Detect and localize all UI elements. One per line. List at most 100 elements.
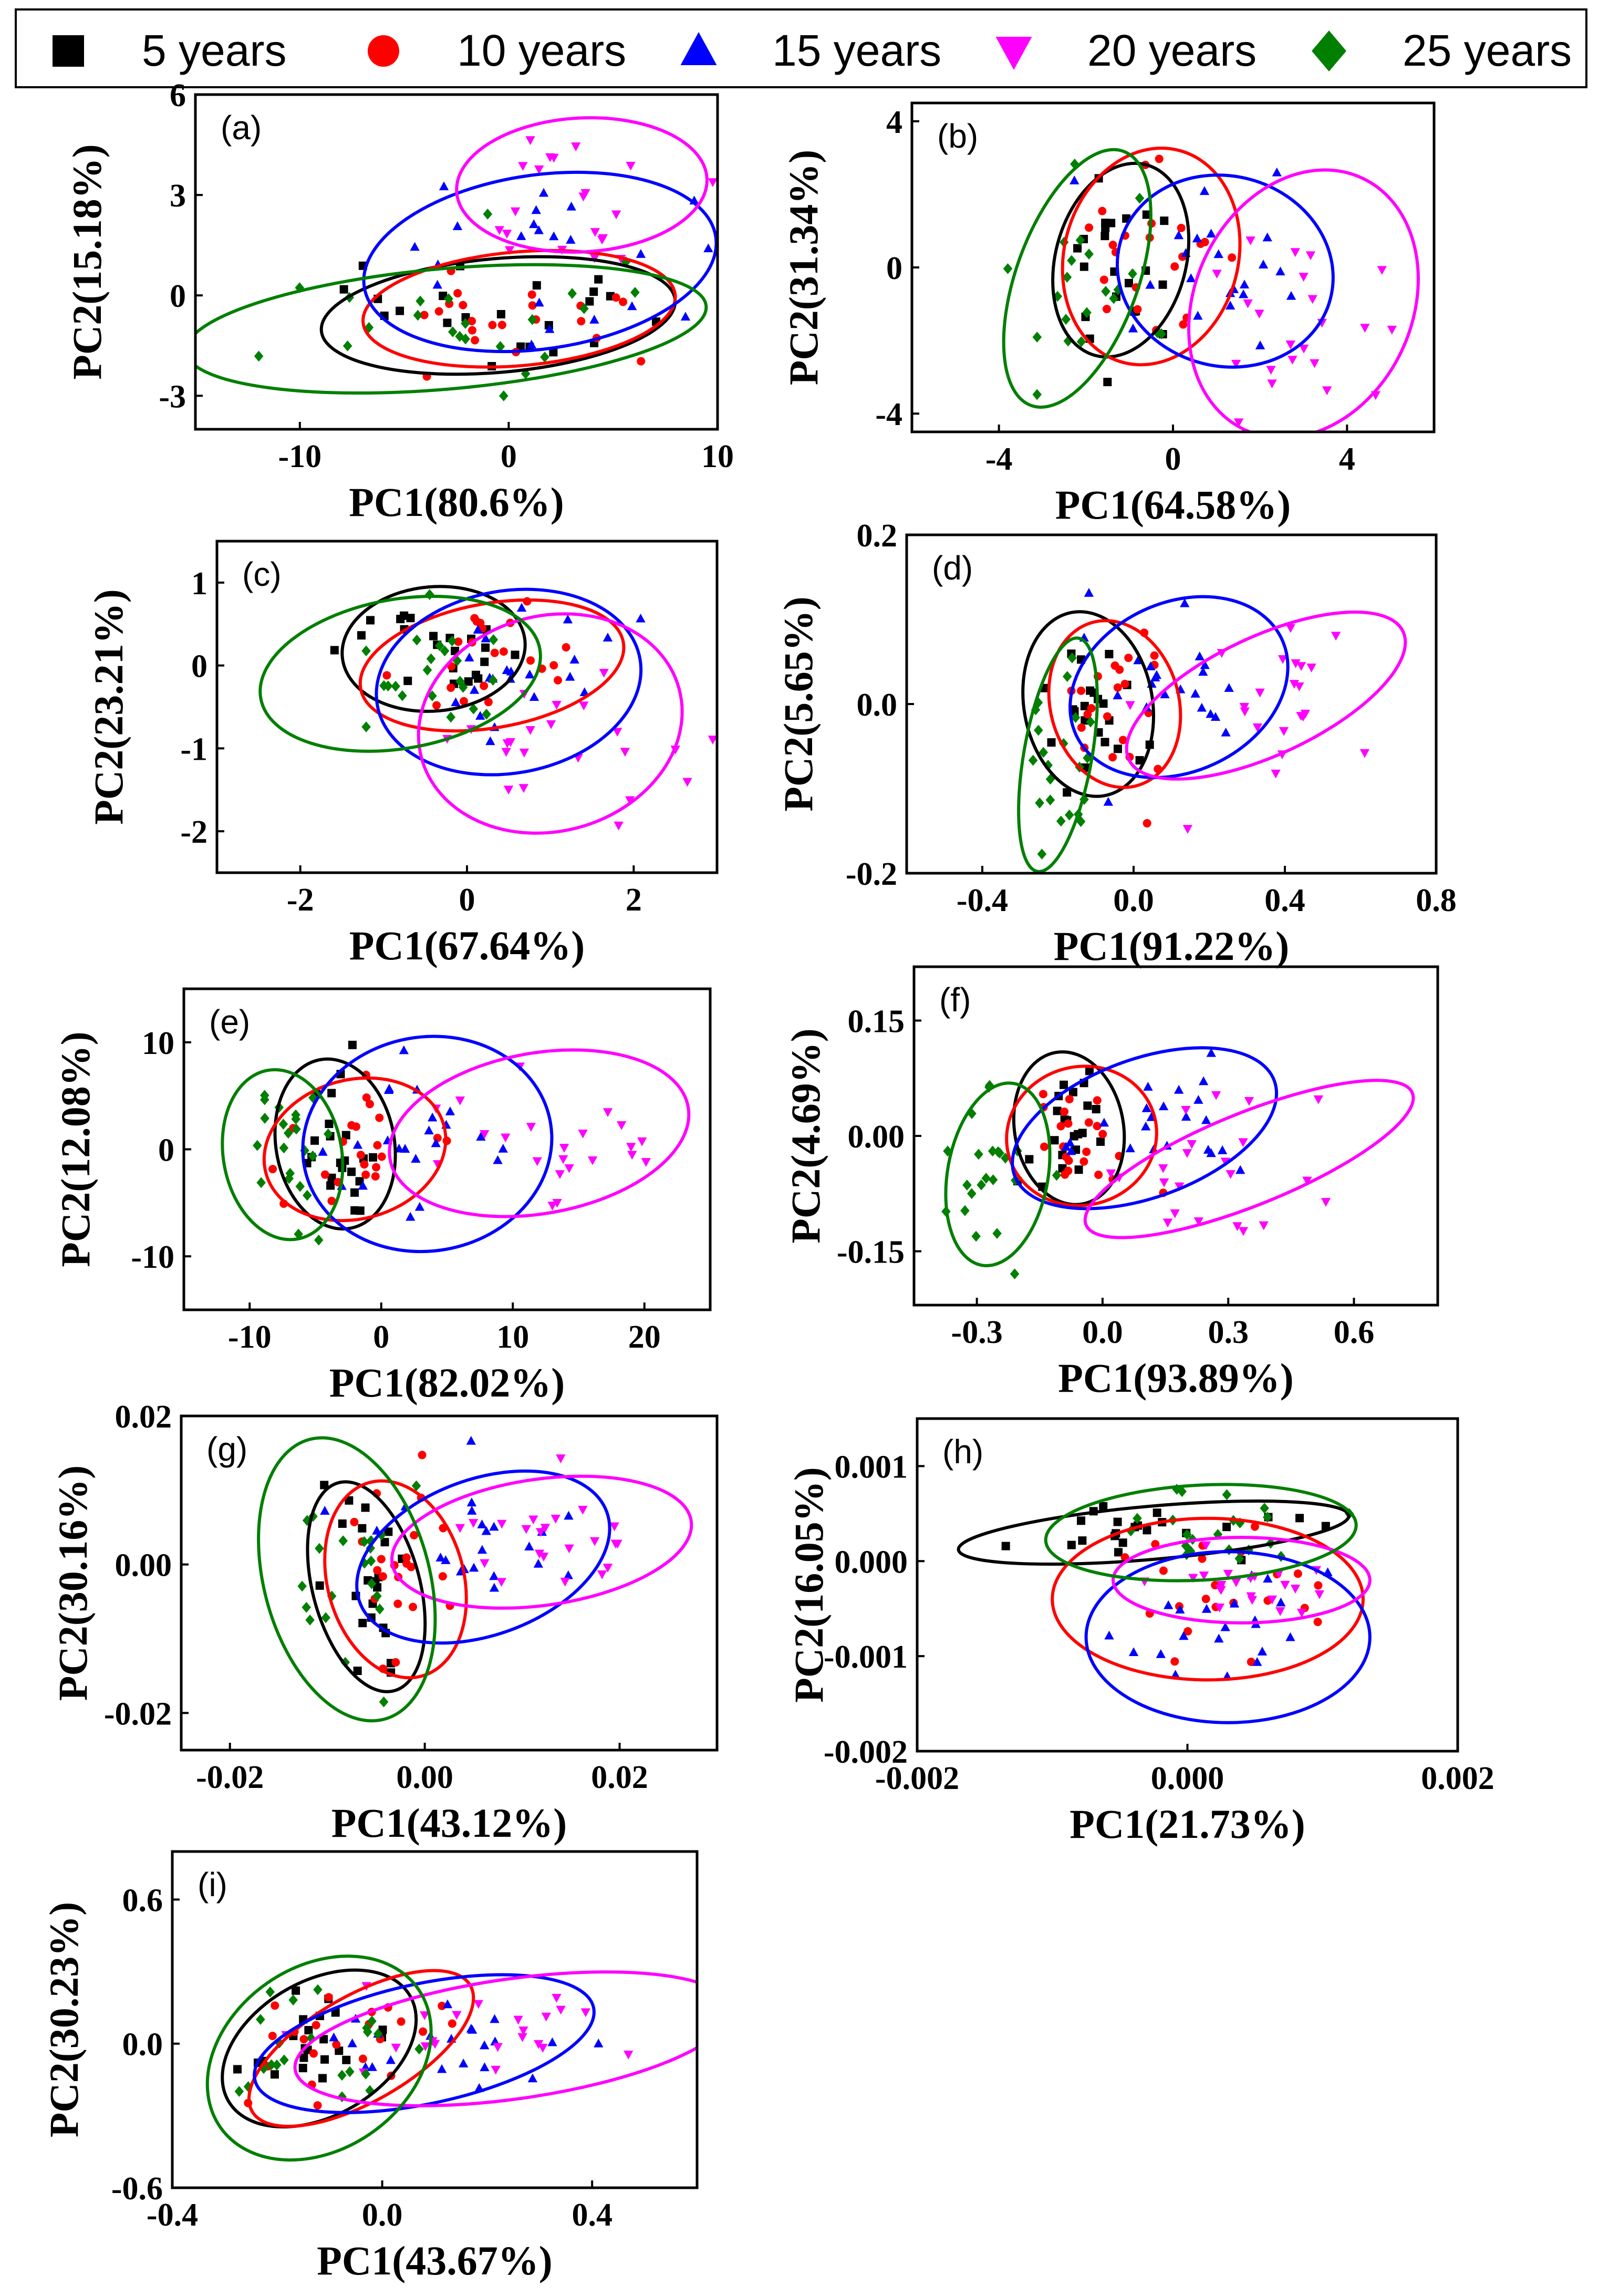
- data-point: [526, 339, 537, 349]
- data-point: [1245, 236, 1255, 245]
- data-point: [534, 165, 544, 174]
- data-point: [1079, 1157, 1088, 1166]
- data-point: [339, 285, 348, 294]
- data-point: [1128, 1647, 1139, 1657]
- data-point: [284, 1173, 294, 1184]
- data-point: [502, 665, 512, 674]
- data-point: [1101, 223, 1110, 232]
- data-point: [1295, 1514, 1304, 1523]
- data-point: [455, 1096, 465, 1105]
- data-point: [1143, 1082, 1153, 1091]
- data-point: [1128, 323, 1138, 333]
- data-point: [1150, 651, 1159, 660]
- data-point: [1034, 725, 1043, 736]
- data-point: [455, 676, 465, 687]
- data-point: [1293, 1569, 1302, 1578]
- y-tick-label: -2: [180, 814, 207, 850]
- data-point: [531, 205, 541, 214]
- data-point: [1113, 683, 1122, 692]
- data-point: [367, 2062, 377, 2071]
- data-point: [498, 1143, 508, 1153]
- data-point: [1238, 1227, 1249, 1236]
- data-point: [579, 701, 589, 711]
- data-point: [1263, 1512, 1272, 1523]
- data-point: [1152, 327, 1162, 338]
- data-point: [1152, 1508, 1161, 1517]
- data-point: [1084, 588, 1094, 597]
- data-point: [419, 2027, 428, 2036]
- legend: 5 years 10 years 15 years 20 years 25 years: [15, 8, 1587, 88]
- data-point: [580, 2008, 591, 2018]
- data-point: [295, 1181, 305, 1192]
- data-point: [464, 653, 474, 661]
- data-point: [476, 1132, 486, 1141]
- confidence-ellipse: [355, 1469, 611, 1645]
- data-point: [1203, 1145, 1213, 1154]
- plot-area: [257, 1436, 693, 1723]
- data-point: [1198, 1076, 1209, 1085]
- data-point: [308, 1092, 318, 1103]
- data-point: [1065, 1095, 1074, 1104]
- plot-frame: [194, 93, 719, 431]
- data-point: [298, 2064, 307, 2073]
- data-point: [1135, 192, 1145, 204]
- data-point: [1321, 1198, 1331, 1207]
- data-point: [422, 664, 432, 676]
- data-point: [594, 2038, 604, 2047]
- data-point: [443, 318, 452, 327]
- data-point: [453, 289, 462, 298]
- data-point: [439, 181, 449, 191]
- data-point: [1234, 1553, 1244, 1564]
- data-point: [319, 2035, 328, 2044]
- legend-marker: [53, 35, 84, 67]
- data-point: [358, 1524, 367, 1533]
- y-tick-label: -4: [875, 397, 902, 432]
- data-point: [1331, 632, 1341, 641]
- data-point: [1290, 248, 1300, 257]
- data-point: [528, 1515, 538, 1525]
- data-point: [1314, 1581, 1323, 1590]
- data-point: [1145, 280, 1155, 289]
- data-point: [1228, 253, 1237, 262]
- data-point: [1083, 710, 1092, 719]
- data-point: [1182, 1149, 1192, 1158]
- data-point: [386, 2055, 396, 2064]
- data-point: [302, 1515, 312, 1526]
- data-point: [461, 333, 470, 345]
- data-point: [1158, 1164, 1168, 1173]
- data-point: [1108, 753, 1117, 762]
- data-point: [362, 1093, 371, 1102]
- data-point: [271, 2001, 279, 2010]
- data-point: [468, 326, 476, 335]
- legend-item: 20 years: [995, 26, 1257, 75]
- data-point: [391, 1658, 400, 1667]
- data-point: [708, 736, 717, 744]
- data-point: [1156, 1649, 1166, 1658]
- data-point: [501, 1133, 511, 1143]
- y-tick-label: -10: [131, 1239, 174, 1275]
- confidence-ellipse: [1125, 611, 1407, 781]
- data-point: [562, 643, 570, 651]
- data-point: [1068, 1088, 1077, 1097]
- data-point: [1299, 344, 1309, 354]
- pca-panel: (e) -10 0 10 20 -10 0 10 PC1(82.02%) PC2(12.08%): [53, 987, 712, 1405]
- data-point: [1285, 1632, 1295, 1641]
- data-point: [974, 1149, 983, 1160]
- legend-item: 5 years: [53, 26, 286, 75]
- data-point: [527, 2073, 538, 2083]
- data-point: [272, 2059, 282, 2071]
- data-point: [630, 287, 640, 298]
- data-point: [1086, 716, 1095, 728]
- data-point: [1064, 1119, 1073, 1128]
- data-point: [1076, 336, 1086, 347]
- data-point: [361, 645, 371, 657]
- data-point: [480, 657, 489, 666]
- data-point: [461, 313, 470, 322]
- data-point: [624, 2050, 634, 2060]
- data-point: [327, 1173, 336, 1182]
- data-point: [1302, 1176, 1312, 1186]
- data-point: [1003, 263, 1013, 274]
- data-point: [470, 614, 479, 623]
- panels: (a)-10 0 10-3036PC1(80.6%)PC2(15.18%)(b)-4…: [41, 78, 1494, 2283]
- x-axis-label: PC1(64.58%): [1055, 482, 1291, 528]
